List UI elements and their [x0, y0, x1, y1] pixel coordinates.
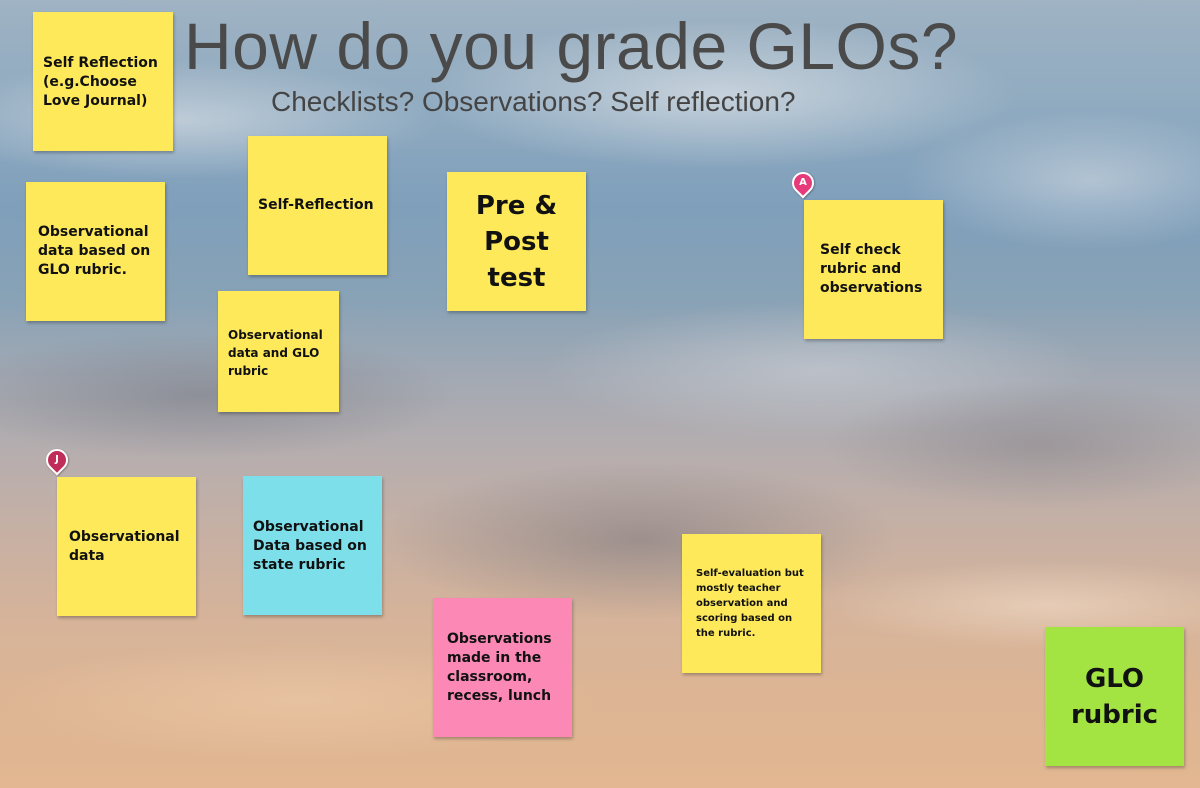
author-avatar-label: A [799, 177, 807, 188]
sticky-note-text: Observational data and GLO rubric [228, 328, 323, 378]
sticky-note-self-evaluation[interactable]: Self-evaluation but mostly teacher obser… [682, 534, 821, 673]
sticky-note-self-check-rubric[interactable]: Self check rubric and observations [804, 200, 943, 339]
board-title: How do you grade GLOs? [184, 9, 959, 83]
sticky-note-observational-glo-rubric[interactable]: Observational data based on GLO rubric. [26, 182, 165, 321]
sticky-note-text: Observational Data based on state rubric [253, 519, 367, 573]
sticky-note-text: GLO rubric [1070, 663, 1159, 730]
board-subtitle: Checklists? Observations? Self reflectio… [271, 86, 796, 117]
cloud-decoration [380, 460, 900, 620]
sticky-note-text: Self check rubric and observations [820, 242, 923, 296]
author-avatar-label: J [55, 454, 59, 465]
cloud-decoration [820, 380, 1200, 510]
sticky-note-text: Self Reflection (e.g.Choose Love Journal… [43, 55, 158, 109]
sticky-note-text: Self-Reflection [258, 197, 374, 213]
sticky-note-text: Observations made in the classroom, rece… [447, 630, 552, 704]
sticky-note-text: Self-evaluation but mostly teacher obser… [696, 568, 804, 639]
sticky-note-text: Observational data based on GLO rubric. [38, 224, 151, 278]
sticky-note-observational-data[interactable]: Observational data [57, 477, 196, 616]
cloud-decoration [900, 110, 1200, 250]
author-avatar-j-icon[interactable]: J [41, 444, 73, 476]
sticky-note-glo-rubric[interactable]: GLO rubric [1045, 627, 1184, 766]
sticky-note-observational-state-rubric[interactable]: Observational Data based on state rubric [243, 476, 382, 615]
author-avatar-a-icon[interactable]: A [787, 167, 819, 199]
sticky-note-self-reflection-journal[interactable]: Self Reflection (e.g.Choose Love Journal… [33, 12, 173, 151]
sticky-note-text: Observational data [69, 528, 180, 564]
sticky-note-pre-post-test[interactable]: Pre & Post test [447, 172, 586, 311]
sticky-note-self-reflection[interactable]: Self-Reflection [248, 136, 387, 275]
sticky-note-text: Pre & Post test [475, 190, 558, 293]
sticky-note-observations-classroom[interactable]: Observations made in the classroom, rece… [433, 598, 572, 737]
sticky-note-observational-and-glo[interactable]: Observational data and GLO rubric [218, 291, 339, 412]
